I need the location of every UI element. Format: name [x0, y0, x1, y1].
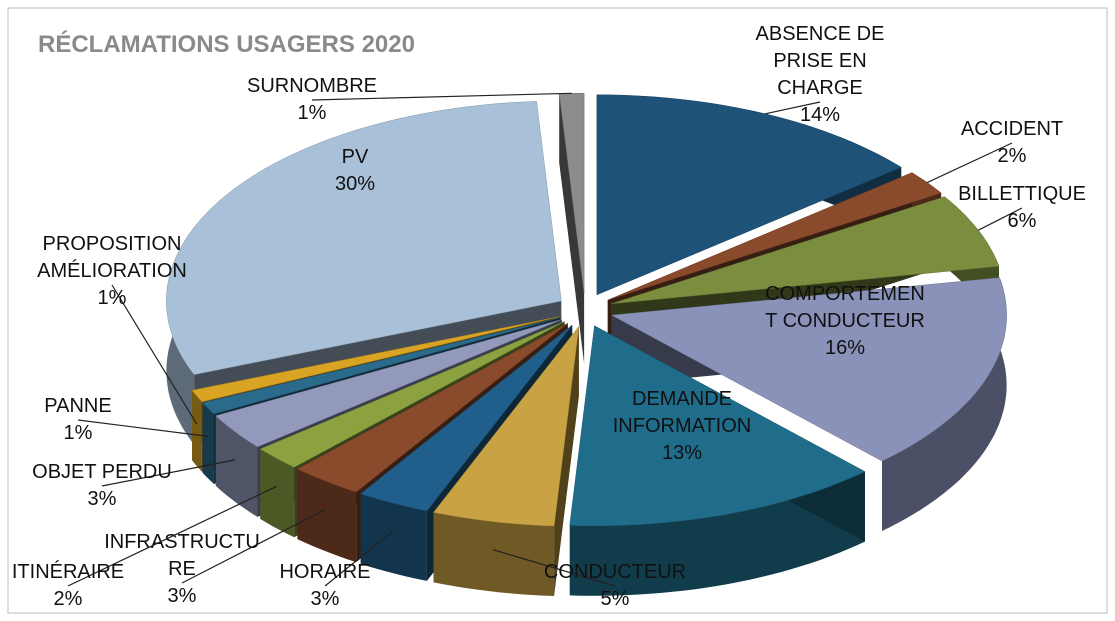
- value-label: 2%: [998, 145, 1027, 167]
- leader-line: [101, 459, 236, 487]
- value-label: 13%: [662, 442, 702, 464]
- category-label: ITINÉRAIRE: [12, 560, 124, 583]
- value-label: 3%: [168, 585, 197, 607]
- category-label: SURNOMBRE: [247, 75, 377, 97]
- leader-line: [492, 549, 616, 587]
- leader-line: [764, 101, 821, 115]
- slice-side: [360, 493, 427, 581]
- category-label: ABSENCE DE PRISE EN CHARGE: [756, 23, 885, 99]
- leader-line: [978, 207, 1023, 231]
- category-label: PV: [342, 146, 369, 168]
- slice-side: [215, 415, 258, 517]
- leader-line: [111, 284, 198, 425]
- category-label: CONDUCTEUR: [544, 561, 686, 583]
- category-label: COMPORTEMEN T CONDUCTEUR: [765, 283, 925, 332]
- leader-line: [324, 530, 394, 587]
- value-label: 3%: [88, 488, 117, 510]
- slice-side: [260, 449, 295, 538]
- slice-side: [297, 469, 357, 563]
- value-label: 1%: [98, 287, 127, 309]
- slice: [259, 321, 565, 468]
- leader-line: [926, 142, 1013, 184]
- slice-side: [569, 471, 865, 596]
- slice: [433, 325, 580, 527]
- value-label: 2%: [54, 588, 83, 610]
- value-label: 1%: [298, 102, 327, 124]
- category-label: HORAIRE: [279, 561, 370, 583]
- slice: [166, 101, 562, 375]
- leader-line: [77, 419, 209, 437]
- chart-title: RÉCLAMATIONS USAGERS 2020: [38, 30, 415, 58]
- slice: [202, 317, 561, 415]
- slice: [191, 316, 560, 403]
- leader-line: [67, 485, 277, 587]
- slice-side: [433, 512, 555, 596]
- value-label: 1%: [64, 422, 93, 444]
- slice: [610, 196, 1000, 305]
- slice-side: [192, 390, 202, 472]
- category-label: PROPOSITION AMÉLIORATION: [37, 233, 187, 282]
- leader-line: [181, 508, 326, 584]
- category-label: OBJET PERDU: [32, 461, 172, 483]
- leader-line: [311, 92, 572, 101]
- category-label: PANNE: [44, 395, 111, 417]
- slice: [610, 277, 1007, 462]
- value-label: 14%: [800, 104, 840, 126]
- slice: [569, 325, 866, 527]
- slice-side: [882, 277, 1007, 531]
- category-label: DEMANDE INFORMATION: [613, 388, 752, 437]
- slice: [360, 324, 573, 512]
- slice: [296, 323, 568, 493]
- category-label: INFRASTRUCTU RE: [104, 531, 260, 580]
- slice: [215, 319, 562, 448]
- value-label: 3%: [311, 588, 340, 610]
- value-label: 16%: [825, 337, 865, 359]
- value-label: 30%: [335, 173, 375, 195]
- category-label: BILLETTIQUE: [958, 183, 1086, 205]
- value-label: 5%: [601, 588, 630, 610]
- category-label: ACCIDENT: [961, 118, 1063, 140]
- slice-wall: [559, 93, 585, 364]
- value-label: 6%: [1008, 210, 1037, 232]
- slice-side: [202, 402, 214, 484]
- slice-wall: [554, 326, 579, 597]
